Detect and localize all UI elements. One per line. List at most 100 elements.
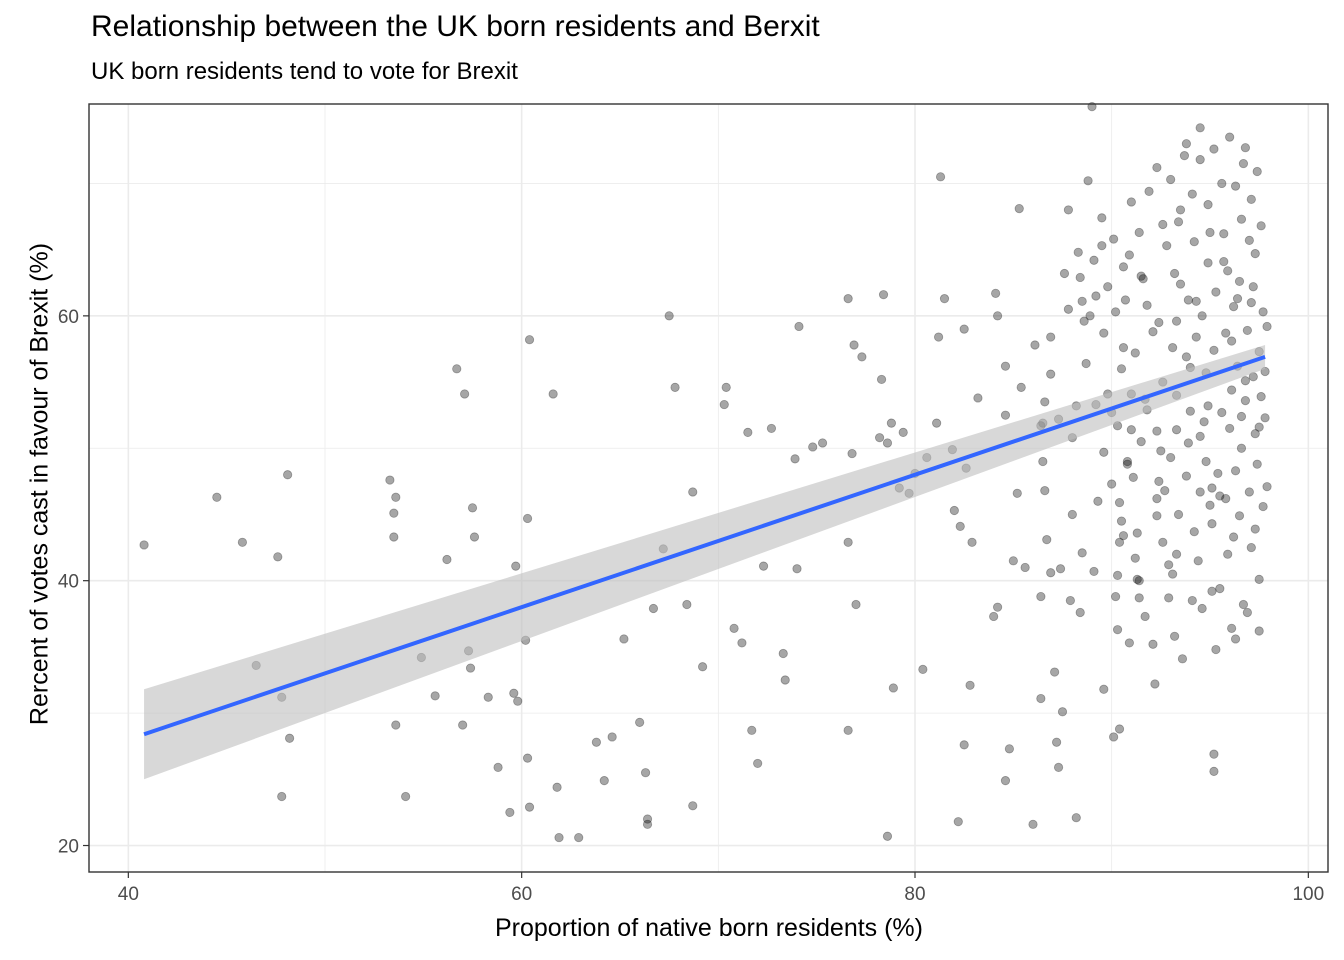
data-point (851, 599, 861, 610)
data-point (1203, 401, 1213, 411)
data-point (1183, 438, 1193, 448)
data-point (1238, 158, 1249, 169)
data-point (1185, 406, 1195, 416)
data-point (1152, 426, 1162, 436)
data-point (1201, 456, 1211, 467)
data-point (792, 564, 802, 574)
data-point (1166, 452, 1176, 463)
data-point (1203, 258, 1213, 268)
x-tick-label: 100 (1292, 884, 1324, 905)
x-axis-title: Proportion of native born residents (%) (495, 914, 923, 942)
data-point (1134, 227, 1144, 238)
data-point (973, 393, 983, 403)
data-point (1238, 599, 1249, 610)
data-point (1109, 234, 1119, 244)
data-point (1016, 382, 1026, 392)
data-point (1118, 531, 1129, 541)
data-point (1000, 776, 1011, 786)
data-point (1075, 607, 1085, 618)
data-point (1256, 221, 1266, 231)
data-point (1111, 591, 1121, 602)
data-point (843, 294, 853, 304)
data-point (511, 561, 521, 571)
data-point (391, 720, 401, 730)
data-point (1112, 625, 1123, 635)
y-tick-label: 20 (58, 837, 79, 858)
data-point (1152, 162, 1162, 173)
data-point (642, 814, 653, 824)
data-point (1168, 569, 1178, 579)
data-point (1071, 813, 1081, 823)
data-point (1246, 542, 1256, 553)
data-point (458, 720, 468, 730)
data-point (284, 733, 295, 743)
data-point (1240, 143, 1251, 153)
data-point (1197, 603, 1207, 614)
data-point (1075, 272, 1085, 283)
data-point (1014, 204, 1024, 214)
data-point (1236, 411, 1247, 422)
data-point (1111, 307, 1121, 317)
data-point (1242, 325, 1252, 336)
data-point (1000, 361, 1011, 371)
data-point (849, 340, 859, 350)
data-point (1191, 296, 1201, 306)
data-point (273, 552, 283, 562)
data-point (1195, 487, 1205, 497)
data-point (1205, 500, 1215, 510)
data-point (460, 389, 470, 399)
data-point (1083, 176, 1093, 186)
data-point (935, 172, 946, 182)
data-point (918, 664, 928, 675)
x-tick-label: 60 (511, 884, 532, 905)
data-point (548, 389, 558, 399)
data-point (1109, 732, 1119, 742)
data-point (1164, 560, 1174, 570)
data-point (1177, 654, 1188, 664)
data-point (1168, 343, 1178, 353)
data-point (1042, 535, 1052, 545)
data-point (1189, 527, 1199, 537)
data-point (1262, 321, 1272, 332)
data-point (688, 487, 698, 497)
data-point (1244, 235, 1254, 245)
data-point (1052, 737, 1062, 747)
data-point (1162, 241, 1172, 251)
data-point (766, 423, 777, 434)
data-point (493, 762, 503, 772)
data-point (1229, 532, 1239, 542)
data-point (385, 475, 395, 485)
data-point (1246, 298, 1256, 308)
data-point (1079, 316, 1089, 326)
data-point (1234, 511, 1245, 521)
data-point (1258, 501, 1268, 512)
data-point (1148, 327, 1158, 337)
data-point (1152, 511, 1162, 521)
data-point (283, 470, 293, 480)
data-point (452, 364, 462, 374)
data-point (465, 663, 476, 673)
data-point (1050, 667, 1060, 677)
data-point (1077, 548, 1087, 558)
data-point (1156, 446, 1166, 456)
data-point (1240, 396, 1251, 406)
data-point (389, 532, 399, 542)
data-point (1248, 282, 1258, 292)
data-point (1158, 537, 1168, 547)
data-point (1138, 274, 1148, 284)
data-point (554, 832, 564, 843)
major-gridlines (89, 104, 1328, 872)
data-point (1195, 155, 1205, 165)
data-point (522, 753, 533, 763)
data-point (1252, 166, 1262, 177)
data-point (513, 696, 523, 706)
data-point (1171, 425, 1182, 435)
data-point (790, 454, 800, 464)
data-point (1028, 819, 1038, 829)
data-point (1053, 762, 1064, 772)
data-point (747, 725, 757, 735)
data-point (1126, 197, 1136, 207)
data-point (1223, 549, 1233, 559)
data-point (682, 599, 692, 610)
data-point (1170, 268, 1180, 279)
